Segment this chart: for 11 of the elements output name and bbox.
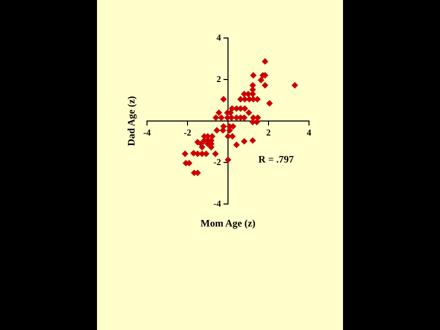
x-tick-label: -4 bbox=[143, 128, 152, 138]
y-axis-title: Dad Age (z) bbox=[126, 96, 138, 146]
x-tick-label: 2 bbox=[266, 128, 272, 138]
y-tick-label: -4 bbox=[214, 198, 222, 208]
x-tick-label: 4 bbox=[306, 128, 312, 138]
annotation: R = .797 bbox=[258, 154, 294, 166]
x-axis-title: Mom Age (z) bbox=[200, 218, 256, 230]
y-tick-label: 4 bbox=[216, 32, 222, 42]
y-tick-label: 2 bbox=[216, 74, 222, 84]
y-tick-label: -2 bbox=[214, 156, 222, 167]
x-tick-label: -2 bbox=[184, 128, 192, 138]
